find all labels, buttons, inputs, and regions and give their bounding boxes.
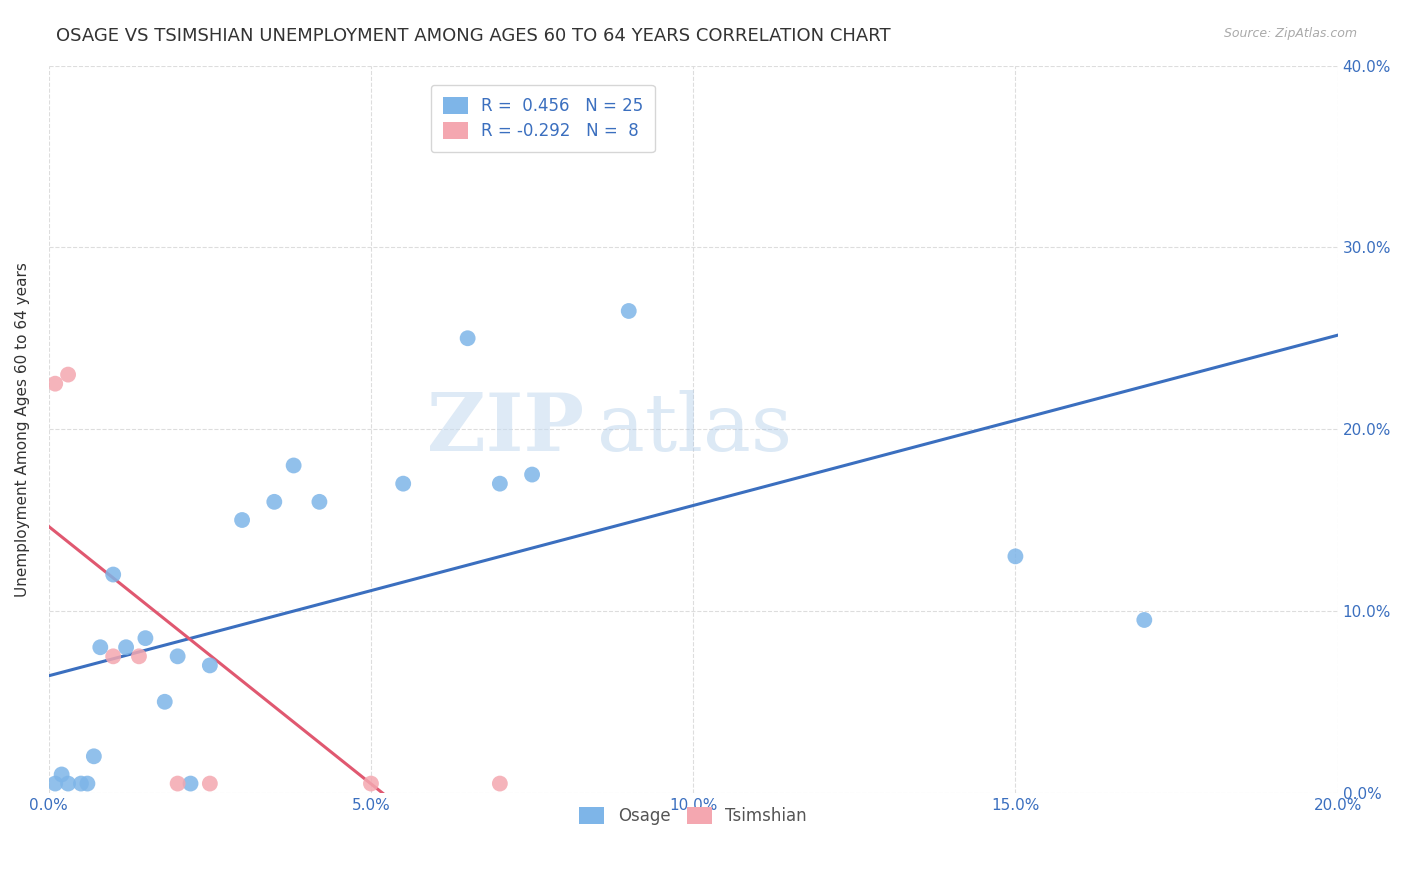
Point [198,776,221,790]
Point [51,767,73,781]
Point [128,649,150,664]
Point [360,776,382,790]
Point [283,458,305,473]
Point [134,631,156,645]
Text: atlas: atlas [596,390,792,468]
Point [263,495,285,509]
Point [56,776,79,790]
Legend: Osage, Tsimshian: Osage, Tsimshian [569,797,817,835]
Text: OSAGE VS TSIMSHIAN UNEMPLOYMENT AMONG AGES 60 TO 64 YEARS CORRELATION CHART: OSAGE VS TSIMSHIAN UNEMPLOYMENT AMONG AG… [56,27,891,45]
Point [520,467,543,482]
Point [103,567,125,582]
Text: ZIP: ZIP [426,390,583,468]
Point [231,513,253,527]
Point [489,476,512,491]
Point [44,376,66,391]
Point [1004,549,1026,564]
Point [180,776,202,790]
Point [489,776,512,790]
Point [1133,613,1156,627]
Point [44,776,66,790]
Point [308,495,330,509]
Point [392,476,415,491]
Point [83,749,105,764]
Point [70,776,93,790]
Point [115,640,138,655]
Point [457,331,479,345]
Point [103,649,125,664]
Point [89,640,111,655]
Y-axis label: Unemployment Among Ages 60 to 64 years: Unemployment Among Ages 60 to 64 years [15,261,30,597]
Point [166,776,188,790]
Point [166,649,188,664]
Point [56,368,79,382]
Text: Source: ZipAtlas.com: Source: ZipAtlas.com [1223,27,1357,40]
Point [153,695,176,709]
Point [617,304,640,318]
Point [76,776,98,790]
Point [198,658,221,673]
